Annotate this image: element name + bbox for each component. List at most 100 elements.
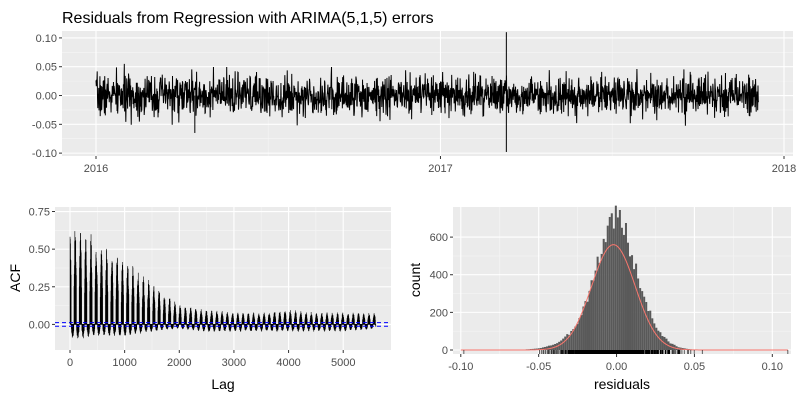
acf-x-tick-label: 2000 bbox=[167, 357, 191, 369]
hist-bar bbox=[596, 256, 599, 350]
hist-bar bbox=[614, 205, 617, 350]
hist-bar bbox=[635, 263, 638, 350]
ts-y-tick-label: 0.10 bbox=[36, 33, 57, 45]
hist-x-tick-label: -0.05 bbox=[526, 361, 551, 373]
hist-bar bbox=[645, 302, 648, 350]
ts-x-tick-label: 2017 bbox=[428, 163, 452, 175]
hist-bar bbox=[592, 280, 595, 350]
hist-normal-curve bbox=[460, 244, 788, 351]
hist-bar bbox=[649, 310, 652, 350]
hist-x-axis-title: residuals bbox=[594, 376, 650, 392]
acf-x-tick-label: 3000 bbox=[222, 357, 246, 369]
rug-marks bbox=[463, 350, 789, 354]
ts-y-tick-label: -0.05 bbox=[32, 119, 57, 131]
hist-bar bbox=[612, 228, 615, 350]
hist-bar bbox=[631, 255, 634, 350]
hist-bar bbox=[598, 262, 601, 350]
hist-bar bbox=[582, 306, 585, 350]
acf-y-tick-label: 0.25 bbox=[29, 282, 50, 294]
hist-y-tick-label: 400 bbox=[430, 270, 448, 282]
acf-y-tick-label: 0.75 bbox=[29, 207, 50, 219]
hist-x-tick-label: -0.10 bbox=[448, 361, 473, 373]
hist-bar bbox=[600, 253, 603, 350]
ts-y-tick-label: 0.05 bbox=[36, 62, 57, 74]
hist-bar bbox=[576, 323, 579, 350]
acf-x-axis: 0 1000 2000 3000 4000 5000 bbox=[67, 350, 355, 369]
hist-bar bbox=[620, 227, 623, 350]
acf-x-tick-label: 1000 bbox=[112, 357, 136, 369]
hist-bar bbox=[541, 347, 544, 350]
ts-y-tick-label: -0.10 bbox=[32, 148, 57, 160]
ts-residual-series bbox=[95, 32, 760, 152]
acf-x-tick-label: 5000 bbox=[331, 357, 355, 369]
hist-bar bbox=[629, 256, 632, 350]
residuals-time-series-panel: Residuals from Regression with ARIMA(5,1… bbox=[32, 10, 796, 175]
hist-bar bbox=[588, 290, 591, 350]
hist-bar bbox=[659, 332, 662, 350]
hist-bar bbox=[616, 217, 619, 350]
hist-bar bbox=[655, 327, 658, 350]
hist-y-tick-label: 0 bbox=[442, 345, 448, 357]
hist-x-axis: -0.10 -0.05 0.00 0.05 0.10 bbox=[448, 354, 783, 373]
hist-bar bbox=[661, 336, 664, 350]
hist-x-tick-label: 0.00 bbox=[606, 361, 627, 373]
hist-bar bbox=[626, 242, 629, 350]
hist-bar bbox=[568, 334, 571, 350]
acf-panel: 0.00 0.25 0.50 0.75 0 1000 2000 3000 4000 5000 L… bbox=[7, 207, 391, 392]
hist-bar bbox=[560, 340, 563, 350]
hist-bar bbox=[543, 346, 546, 350]
acf-x-tick-label: 0 bbox=[67, 357, 73, 369]
hist-bar bbox=[643, 296, 646, 350]
acf-confidence-bounds bbox=[55, 322, 391, 327]
hist-bars bbox=[507, 205, 704, 350]
residual-line bbox=[95, 63, 760, 126]
hist-bar bbox=[566, 334, 569, 350]
hist-bar bbox=[562, 338, 565, 350]
hist-bar bbox=[590, 280, 593, 350]
acf-y-tick-label: 0.50 bbox=[29, 244, 50, 256]
hist-bar bbox=[610, 213, 613, 350]
acf-y-axis-title: ACF bbox=[7, 264, 23, 292]
hist-bar bbox=[584, 301, 587, 350]
hist-bar bbox=[586, 301, 589, 350]
hist-bar bbox=[564, 336, 567, 350]
acf-y-tick-label: 0.00 bbox=[29, 319, 50, 331]
hist-bar bbox=[651, 318, 654, 350]
hist-bar bbox=[578, 318, 581, 350]
acf-y-axis: 0.00 0.25 0.50 0.75 bbox=[29, 207, 55, 331]
hist-x-tick-label: 0.05 bbox=[684, 361, 705, 373]
ts-y-axis: -0.10 -0.05 0.00 0.05 0.10 bbox=[32, 33, 62, 160]
hist-bar bbox=[539, 348, 542, 350]
hist-bar bbox=[537, 348, 540, 350]
hist-bar bbox=[637, 278, 640, 350]
hist-x-tick-label: 0.10 bbox=[762, 361, 783, 373]
hist-bar bbox=[633, 269, 636, 350]
hist-bar bbox=[570, 330, 573, 350]
hist-bar bbox=[548, 345, 551, 350]
normal-density-curve bbox=[460, 244, 788, 351]
hist-bar bbox=[580, 314, 583, 350]
hist-y-tick-label: 600 bbox=[430, 232, 448, 244]
histogram-panel: 0 200 400 600 -0.10 -0.05 0.00 0.05 0.10 residu… bbox=[407, 205, 791, 392]
hist-bar bbox=[604, 242, 607, 350]
hist-bar bbox=[602, 238, 605, 350]
chart-title: Residuals from Regression with ARIMA(5,1… bbox=[62, 10, 434, 27]
acf-x-axis-title: Lag bbox=[211, 376, 234, 392]
hist-y-axis-title: count bbox=[407, 263, 423, 297]
hist-rug bbox=[463, 350, 789, 354]
hist-y-axis: 0 200 400 600 bbox=[430, 232, 453, 357]
hist-bar bbox=[572, 329, 575, 350]
hist-y-tick-label: 200 bbox=[430, 307, 448, 319]
hist-bar bbox=[594, 270, 597, 350]
acf-x-tick-label: 4000 bbox=[276, 357, 300, 369]
hist-bar bbox=[647, 311, 650, 350]
ts-y-tick-label: 0.00 bbox=[36, 91, 57, 103]
hist-bar bbox=[624, 223, 627, 350]
hist-bar bbox=[622, 234, 625, 350]
hist-bar bbox=[653, 323, 656, 350]
hist-bar bbox=[639, 288, 642, 350]
hist-bar bbox=[618, 210, 621, 350]
ts-x-axis: 2016 2017 2018 bbox=[84, 156, 796, 175]
